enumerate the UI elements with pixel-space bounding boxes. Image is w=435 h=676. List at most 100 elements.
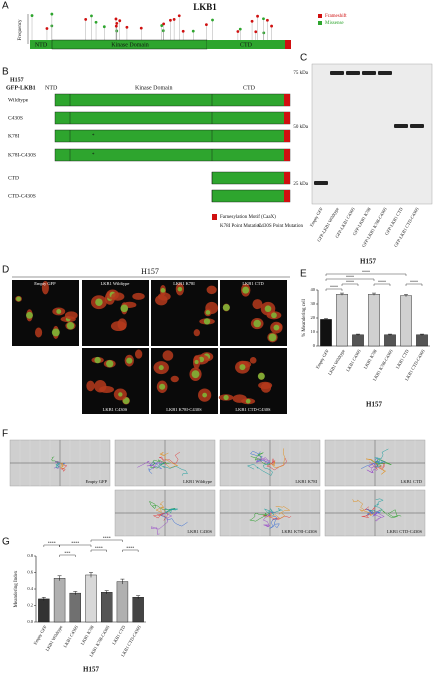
head bbox=[181, 29, 185, 33]
y-tick-label: 0.4 bbox=[27, 586, 33, 591]
construct-bar bbox=[211, 171, 291, 185]
caax bbox=[284, 130, 290, 142]
nucleus bbox=[222, 303, 230, 312]
cell-track bbox=[366, 508, 381, 517]
bar bbox=[132, 597, 144, 623]
sig-label: **** bbox=[48, 540, 56, 545]
nucleus bbox=[191, 370, 200, 379]
head bbox=[30, 14, 34, 17]
head bbox=[114, 17, 118, 21]
nucleus bbox=[66, 322, 75, 330]
y-tick-label: 0.8 bbox=[27, 553, 33, 558]
track-plots: Empty GFP LKB1 Wildtype LKB1 K78I LKB1 CTD L… bbox=[9, 439, 426, 537]
nucleus bbox=[203, 318, 211, 325]
x-tick-label: LKB1 C430S bbox=[62, 624, 79, 648]
micrograph bbox=[82, 280, 149, 346]
caax bbox=[284, 149, 290, 161]
cell-track bbox=[373, 509, 385, 522]
sig-bracket bbox=[325, 288, 343, 291]
bar bbox=[320, 319, 332, 347]
cell bbox=[86, 380, 95, 392]
nucleus bbox=[16, 296, 22, 302]
cell-track bbox=[54, 462, 61, 468]
plot-label: LKB1 CTD-C430S bbox=[387, 529, 423, 534]
construct-bar bbox=[211, 189, 291, 203]
cell bbox=[94, 379, 107, 393]
domain-ctd bbox=[207, 40, 285, 49]
head bbox=[262, 31, 266, 35]
sig-label: **** bbox=[346, 279, 354, 284]
bar bbox=[69, 592, 81, 623]
cell bbox=[206, 285, 217, 295]
row-label: Wildtype bbox=[8, 97, 29, 103]
nucleus bbox=[253, 319, 261, 328]
band bbox=[378, 71, 392, 75]
cell-track bbox=[155, 500, 166, 513]
cell bbox=[249, 357, 257, 364]
nucleus bbox=[94, 356, 101, 364]
cell bbox=[162, 350, 174, 361]
image-label: Empty GFP bbox=[34, 281, 56, 286]
sig-label: **** bbox=[71, 540, 79, 545]
head bbox=[236, 30, 240, 33]
marker-label: 25 kDa bbox=[293, 182, 308, 187]
point-mutation: * bbox=[92, 134, 95, 139]
construct-bar bbox=[54, 148, 291, 162]
cell bbox=[34, 327, 43, 338]
plot-label: LKB1 K78I bbox=[295, 479, 317, 484]
head bbox=[191, 29, 195, 33]
bar bbox=[352, 334, 364, 347]
cell-track bbox=[158, 462, 188, 476]
cell bbox=[155, 294, 168, 306]
cell-track bbox=[148, 461, 166, 474]
head bbox=[250, 19, 254, 23]
bar bbox=[336, 294, 348, 347]
bar bbox=[116, 581, 129, 623]
bar bbox=[85, 574, 97, 623]
legend-swatch bbox=[212, 214, 217, 220]
panel-label: F bbox=[2, 429, 8, 440]
construct-bar bbox=[54, 93, 291, 107]
sig-bracket bbox=[325, 278, 375, 281]
head bbox=[270, 24, 273, 28]
cell bbox=[41, 281, 49, 295]
cell-line: H157 bbox=[10, 77, 24, 83]
panel-a-title: LKB1 bbox=[193, 2, 217, 12]
nucleus bbox=[245, 398, 251, 404]
image-label: LKB1 Wildtype bbox=[101, 281, 130, 286]
cell-track bbox=[151, 512, 173, 535]
row-label: K78I bbox=[8, 133, 19, 139]
marker-label: 75 kDa bbox=[293, 71, 308, 76]
head bbox=[211, 18, 214, 22]
nucleus bbox=[194, 359, 199, 365]
x-tick-label: Empty GFP bbox=[315, 348, 330, 369]
legend-swatch bbox=[318, 14, 322, 18]
legend-label: Missense bbox=[325, 21, 344, 26]
head bbox=[125, 25, 129, 29]
legend-swatch bbox=[318, 21, 322, 25]
plot-label: LKB1 CTD bbox=[401, 479, 423, 484]
cell bbox=[111, 292, 125, 301]
y-axis-label: Frequency bbox=[18, 19, 23, 41]
head bbox=[172, 18, 176, 21]
band bbox=[314, 181, 328, 185]
y-tick-label: 40 bbox=[311, 287, 316, 292]
cell-track bbox=[369, 461, 385, 470]
nucleus bbox=[159, 383, 166, 390]
domain-ntd bbox=[30, 40, 52, 49]
row-label: CTD-C430S bbox=[8, 193, 36, 199]
y-tick-label: 30 bbox=[311, 301, 316, 306]
cell-track bbox=[51, 456, 61, 464]
nucleus bbox=[205, 310, 211, 315]
marker-label: 50 kDa bbox=[293, 125, 308, 130]
cell-track bbox=[352, 499, 376, 517]
image-label: LKB1 K78I-C430S bbox=[166, 407, 202, 412]
cell-track bbox=[255, 456, 271, 465]
cell-track bbox=[369, 498, 384, 514]
head bbox=[160, 24, 164, 27]
head bbox=[84, 18, 88, 21]
band bbox=[410, 124, 424, 128]
cell-track bbox=[366, 462, 379, 474]
